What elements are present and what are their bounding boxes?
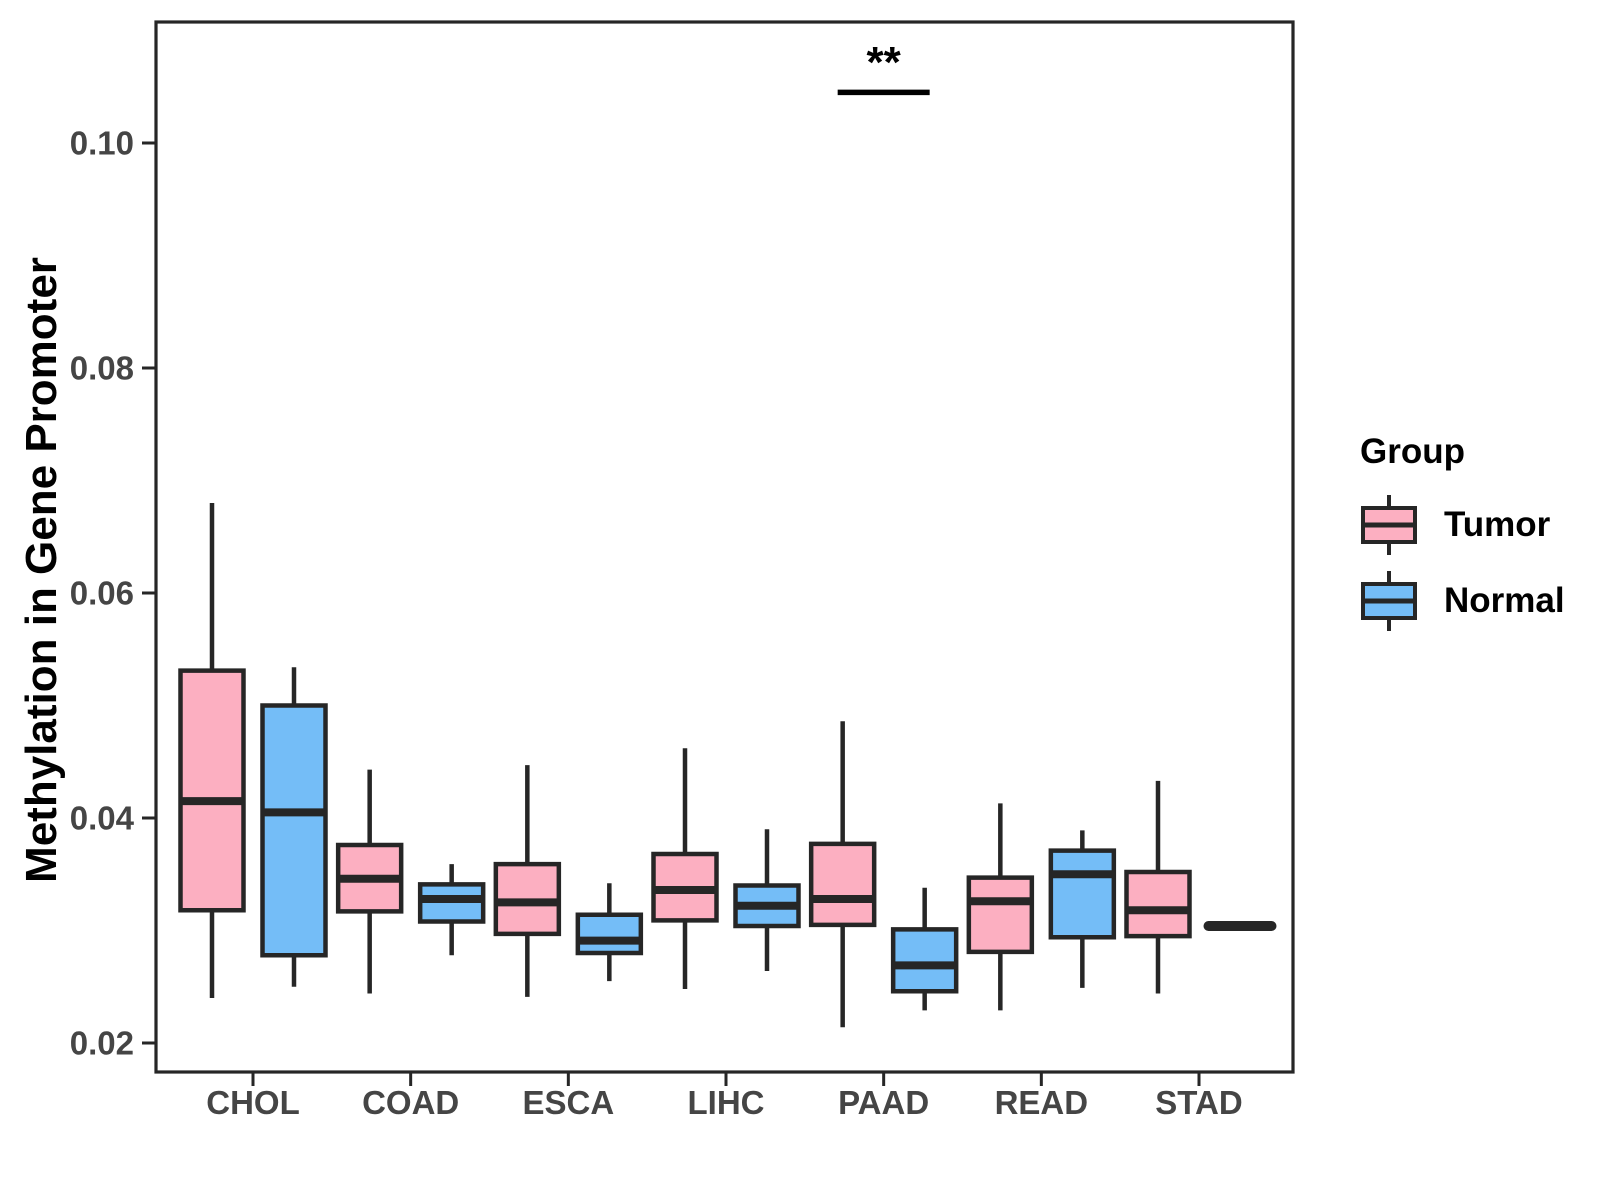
legend-label-normal: Normal [1444,581,1565,620]
box-read-normal [1048,848,1117,940]
boxplot-key-icon [1361,571,1417,631]
y-axis-title: Methylation in Gene Promoter [17,257,66,883]
x-tick-label-coad: COAD [362,1084,459,1121]
legend: Group Tumor Normal [1360,432,1565,644]
y-tick-label: 0.08 [70,350,134,387]
x-tick-label-paad: PAAD [838,1084,929,1121]
legend-title: Group [1360,432,1465,471]
x-tick-label-lihc: LIHC [688,1084,765,1121]
y-tick-label: 0.10 [70,125,134,162]
x-tick-label-read: READ [995,1084,1089,1121]
x-tick-label-stad: STAD [1155,1084,1242,1121]
legend-label-tumor: Tumor [1444,505,1551,544]
box-stad-tumor [1124,869,1192,939]
legend-item-normal: Normal [1360,568,1565,634]
box-paad-normal [890,927,959,994]
box-chol-tumor [178,668,246,913]
legend-item-tumor: Tumor [1360,492,1565,558]
box-chol-normal [260,703,328,958]
boxplot-key-icon [1361,495,1417,555]
significance-stars: ** [867,38,902,87]
y-tick-label: 0.02 [70,1025,134,1062]
box-paad-tumor [808,841,877,928]
box-read-tumor [966,875,1035,955]
y-tick-label: 0.06 [70,575,134,612]
x-tick-label-esca: ESCA [522,1084,614,1121]
y-tick-label: 0.04 [70,800,135,837]
x-tick-label-chol: CHOL [206,1084,300,1121]
box-esca-normal [575,912,644,956]
